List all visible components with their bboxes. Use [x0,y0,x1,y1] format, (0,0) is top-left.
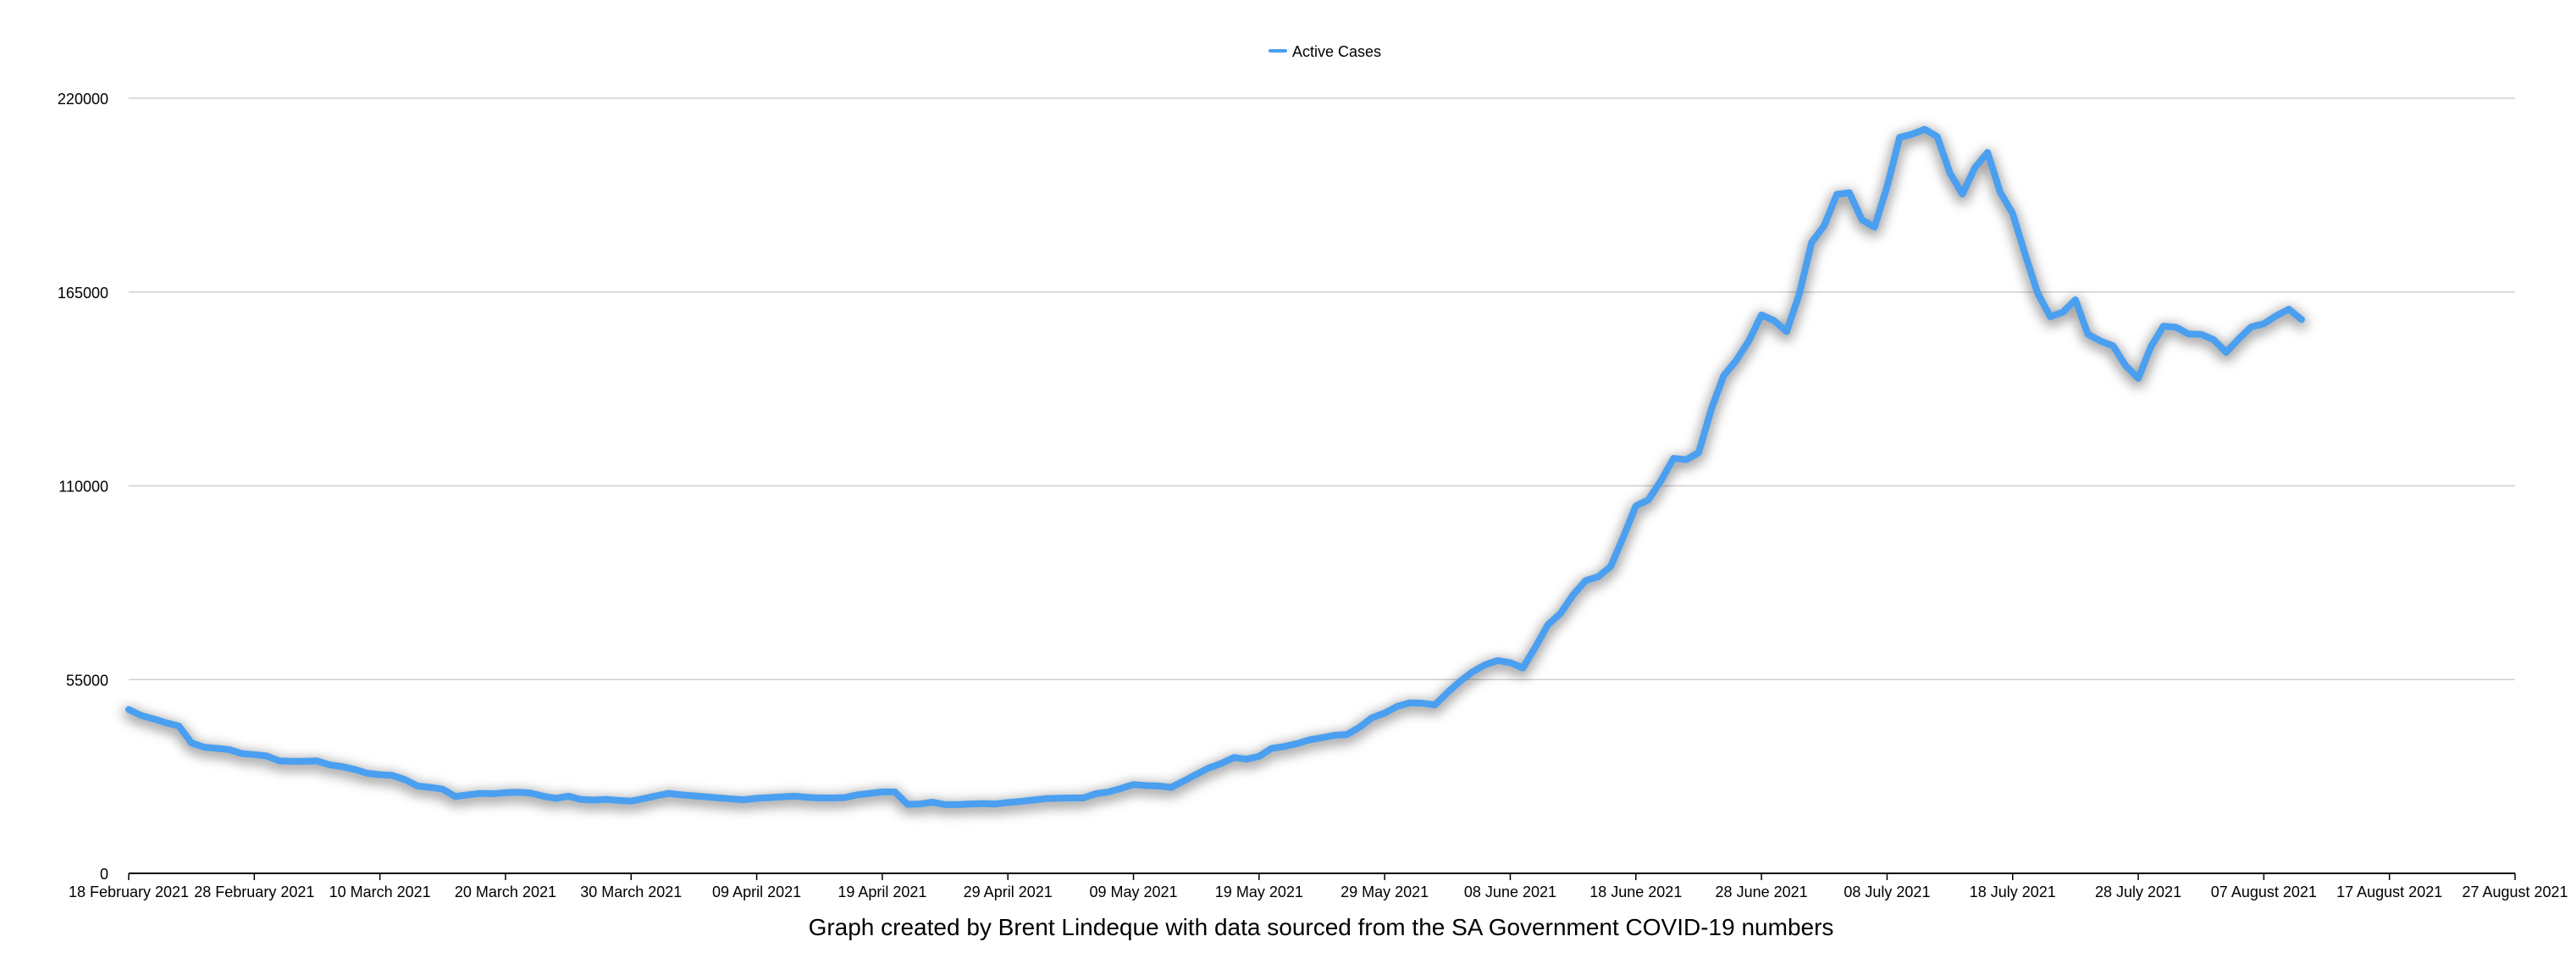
x-tick-label: 10 March 2021 [329,884,431,900]
x-tick-label: 28 July 2021 [2095,884,2181,900]
series-line-shadow-active-cases [123,126,2308,814]
x-tick-label: 28 June 2021 [1716,884,1808,900]
x-tick-label: 18 July 2021 [1970,884,2056,900]
x-tick-label: 09 May 2021 [1089,884,1177,900]
x-axis-ticks: 18 February 2021 28 February 2021 10 March… [69,873,2568,900]
gridlines [129,97,2515,680]
x-tick-label: 27 August 2021 [2462,884,2568,900]
chart-caption: Graph created by Brent Lindeque with dat… [809,914,1834,940]
x-tick-label: 19 May 2021 [1215,884,1303,900]
chart-legend: Active Cases [1269,43,1381,60]
y-tick-label: 0 [100,866,108,883]
x-tick-label: 29 April 2021 [964,884,1053,900]
series-line-active-cases [125,125,2305,808]
x-tick-label: 20 March 2021 [455,884,556,900]
x-tick-label: 07 August 2021 [2211,884,2317,900]
x-tick-label: 29 May 2021 [1341,884,1429,900]
y-tick-label: 165000 [58,285,108,302]
x-tick-label: 28 February 2021 [194,884,314,900]
x-tick-label: 18 February 2021 [69,884,189,900]
y-axis-ticks: 0 55000 110000 165000 220000 [58,91,108,883]
legend-label-active-cases: Active Cases [1292,43,1381,60]
x-tick-label: 30 March 2021 [580,884,682,900]
y-tick-label: 110000 [58,479,108,496]
x-tick-label: 09 April 2021 [712,884,801,900]
y-tick-label: 220000 [58,91,108,108]
x-tick-label: 08 June 2021 [1464,884,1556,900]
x-tick-label: 08 July 2021 [1844,884,1930,900]
y-tick-label: 55000 [66,672,108,689]
x-tick-label: 18 June 2021 [1589,884,1682,900]
x-tick-label: 19 April 2021 [837,884,926,900]
x-tick-label: 17 August 2021 [2336,884,2442,900]
